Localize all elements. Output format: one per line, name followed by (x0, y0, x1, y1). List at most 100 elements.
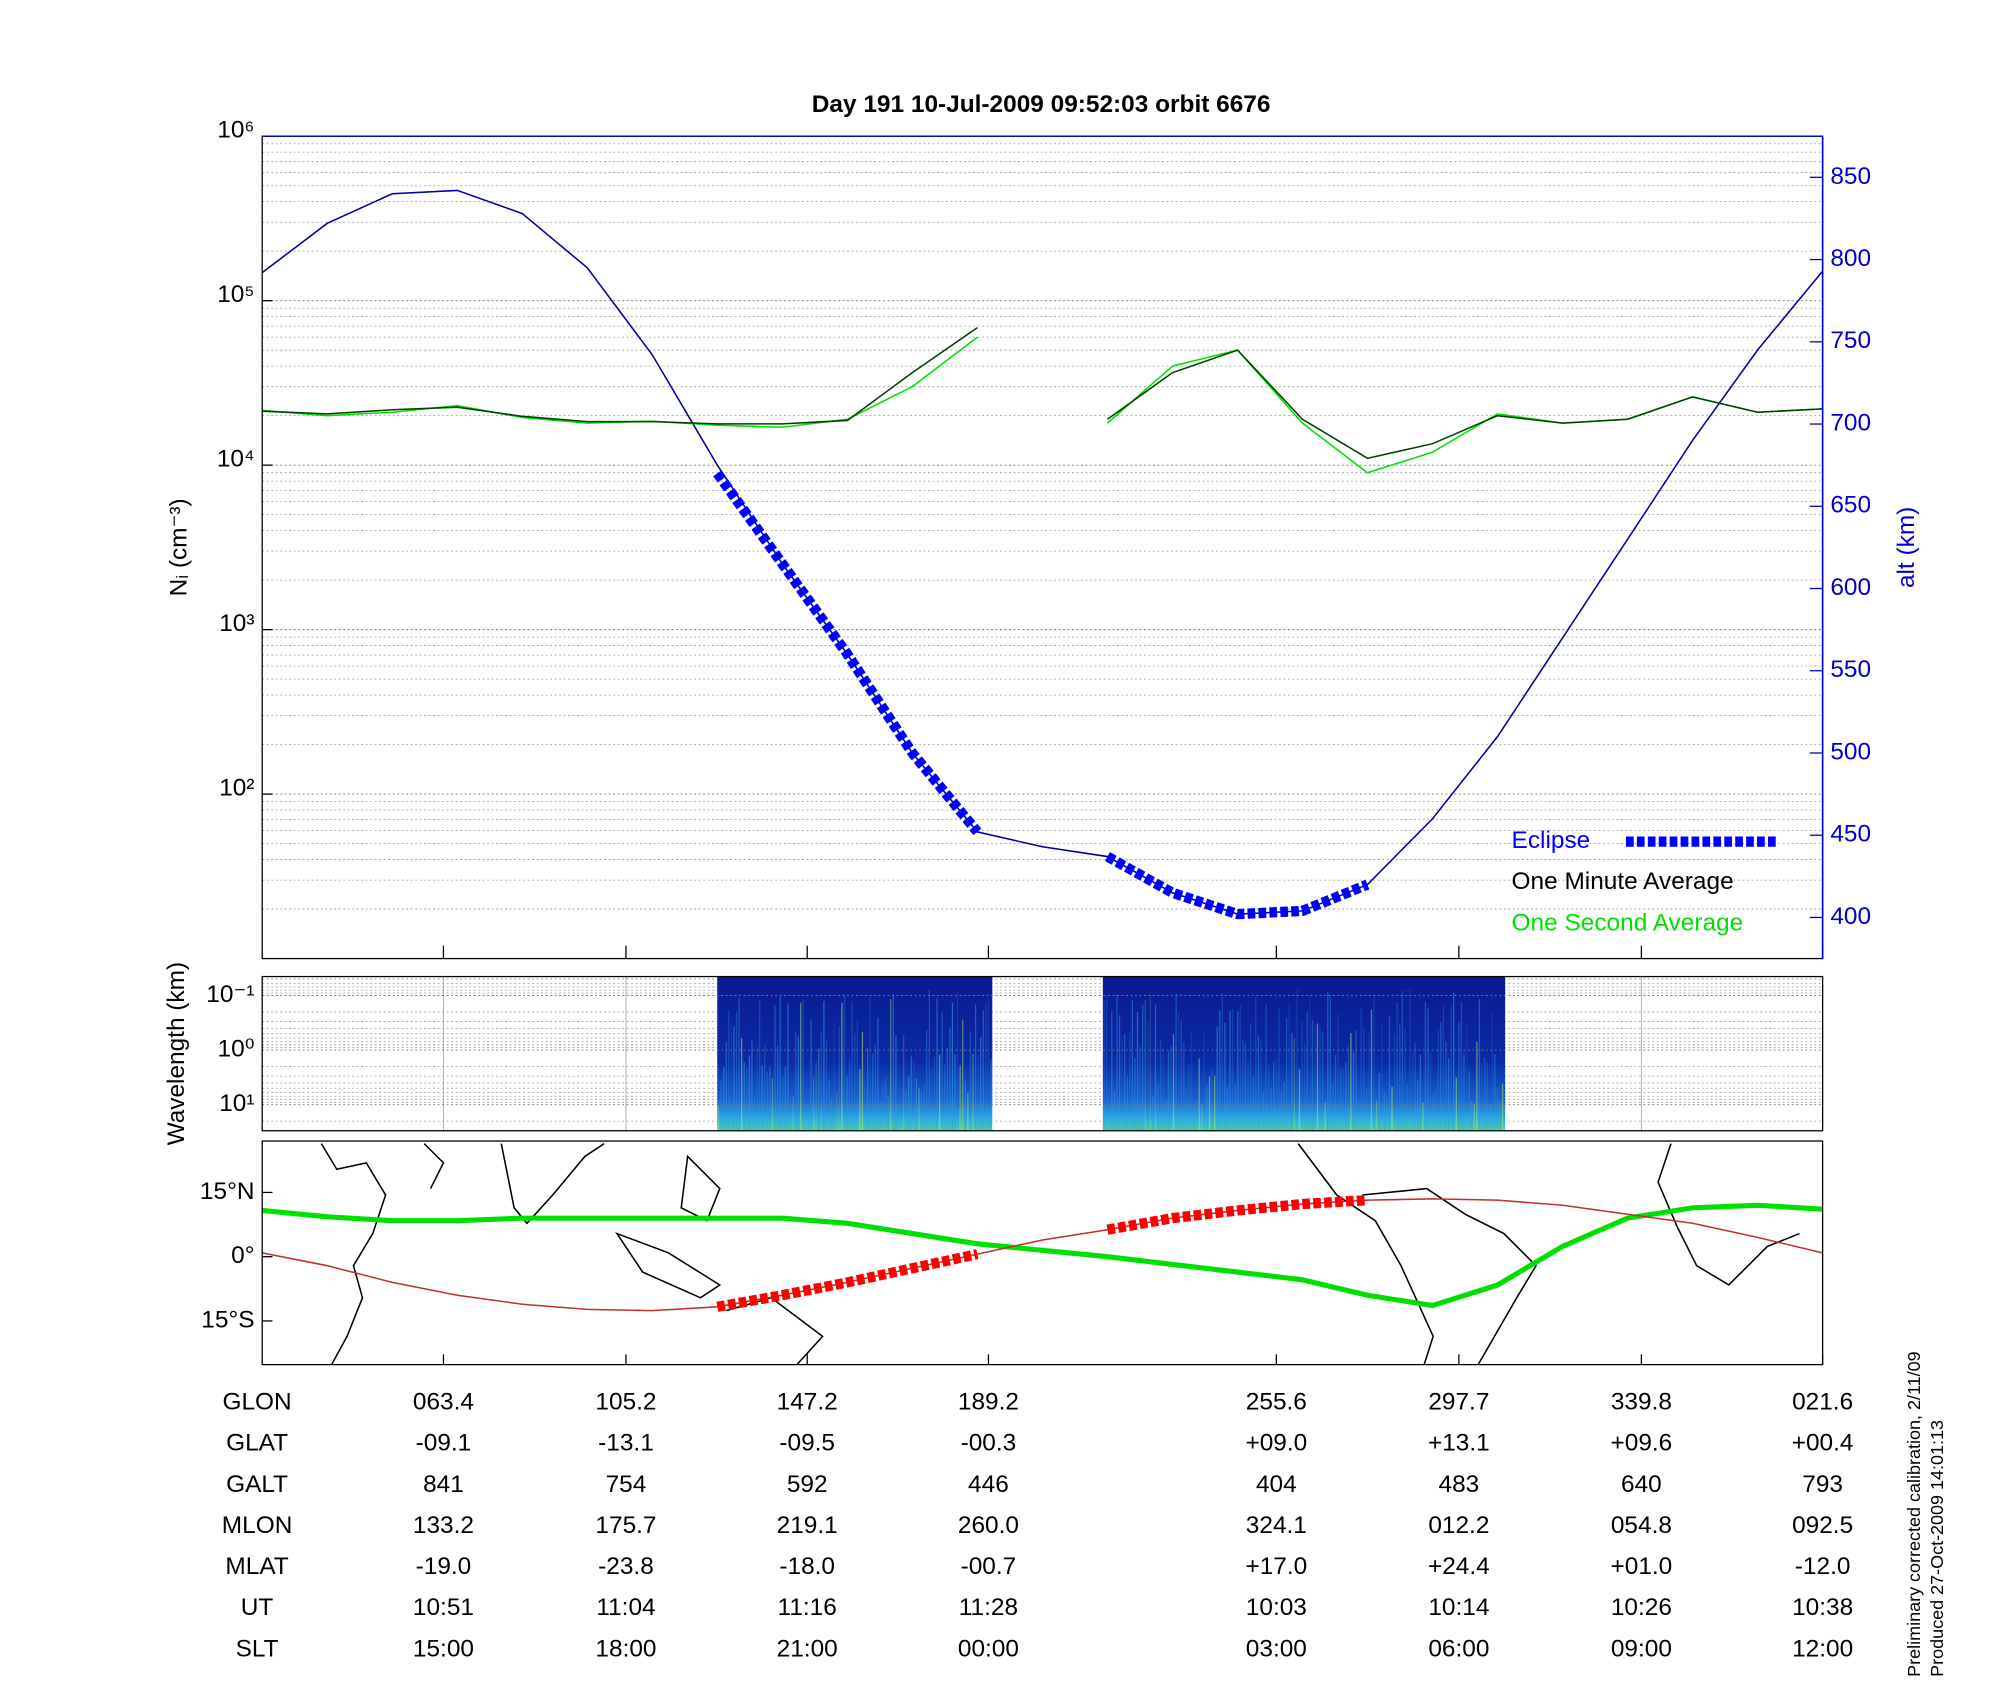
row-label: UT (241, 1594, 274, 1621)
y-tick-label: 10⁵ (217, 281, 254, 308)
row-label: GLON (222, 1389, 291, 1416)
y-axis-label: Nᵢ (cm⁻³) (165, 498, 192, 596)
row-label: MLON (222, 1512, 293, 1539)
y-tick-label: 10⁶ (217, 117, 254, 144)
chart-title: Day 191 10-Jul-2009 09:52:03 orbit 6676 (812, 91, 1271, 118)
row-label: SLT (236, 1635, 279, 1662)
table-cell: 12:00 (1792, 1635, 1853, 1662)
coastline (500, 1142, 605, 1225)
line-series (716, 1195, 1368, 1312)
line-series (262, 327, 1823, 460)
coastline (1297, 1143, 1434, 1365)
table-cell: 10:14 (1428, 1594, 1489, 1621)
table-cell: 255.6 (1246, 1389, 1307, 1416)
line-series (261, 189, 1824, 915)
y-tick-label: 10⁰ (218, 1036, 255, 1063)
table-cell: 10:38 (1792, 1594, 1853, 1621)
table-cell: +17.0 (1245, 1553, 1307, 1580)
table-cell: 339.8 (1611, 1389, 1672, 1416)
table-cell: -13.1 (598, 1430, 654, 1457)
coastline (614, 1231, 722, 1299)
footnote: Produced 27-Oct-2009 14:01:13 (1927, 1420, 1947, 1677)
y2-tick-label: 850 (1830, 163, 1871, 190)
table-cell: 260.0 (958, 1512, 1019, 1539)
table-cell: 054.8 (1611, 1512, 1672, 1539)
line-series (262, 1198, 1823, 1312)
coastline (1362, 1187, 1537, 1366)
table-cell: 15:00 (413, 1635, 474, 1662)
row-label: GALT (226, 1471, 288, 1498)
table-cell: 446 (968, 1471, 1009, 1498)
table-cell: 03:00 (1246, 1635, 1307, 1662)
table-cell: 012.2 (1428, 1512, 1489, 1539)
y-tick-label: 15°S (201, 1306, 254, 1333)
table-cell: 189.2 (958, 1389, 1019, 1416)
table-cell: 09:00 (1611, 1635, 1672, 1662)
y-tick-label: 15°N (200, 1178, 255, 1205)
legend-label: One Minute Average (1512, 868, 1734, 895)
table-cell: 324.1 (1246, 1512, 1307, 1539)
table-cell: 10:51 (413, 1594, 474, 1621)
y-tick-label: 10⁻¹ (206, 981, 254, 1008)
footnote: Preliminary corrected calibration, 2/11/… (1904, 1351, 1924, 1676)
coastline (423, 1143, 445, 1189)
y-tick-label: 10¹ (219, 1090, 254, 1117)
y2-tick-label: 400 (1830, 903, 1871, 930)
plot-frame (261, 975, 1824, 1132)
table-cell: -00.7 (961, 1553, 1017, 1580)
table-cell: 11:16 (778, 1594, 837, 1621)
plot-frame (261, 1140, 1824, 1366)
y2-axis-label: alt (km) (1893, 507, 1920, 588)
table-cell: +01.0 (1611, 1553, 1673, 1580)
table-cell: -19.0 (416, 1553, 472, 1580)
table-cell: 18:00 (595, 1635, 656, 1662)
table-cell: -18.0 (779, 1553, 835, 1580)
y2-tick-label: 800 (1830, 245, 1871, 272)
table-cell: -09.5 (779, 1430, 835, 1457)
table-cell: 175.7 (595, 1512, 656, 1539)
table-cell: 11:04 (596, 1594, 655, 1621)
table-cell: 147.2 (777, 1389, 838, 1416)
y2-tick-label: 600 (1830, 574, 1871, 601)
y-axis-label: Wavelength (km) (163, 962, 190, 1146)
coastline (320, 1143, 387, 1365)
y2-tick-label: 750 (1830, 327, 1871, 354)
line-series (713, 470, 1370, 920)
y2-tick-label: 700 (1830, 409, 1871, 436)
table-cell: 133.2 (413, 1512, 474, 1539)
table-cell: 404 (1256, 1471, 1297, 1498)
table-cell: 592 (787, 1471, 828, 1498)
table-cell: 21:00 (777, 1635, 838, 1662)
table-cell: -12.0 (1795, 1553, 1851, 1580)
table-cell: 297.7 (1428, 1389, 1489, 1416)
legend-label: Eclipse (1512, 827, 1591, 854)
table-cell: -23.8 (598, 1553, 654, 1580)
coastline (1657, 1143, 1800, 1286)
y-tick-label: 10² (219, 774, 254, 801)
y2-tick-label: 500 (1830, 738, 1871, 765)
table-cell: 092.5 (1792, 1512, 1853, 1539)
table-cell: 640 (1621, 1471, 1662, 1498)
table-cell: 00:00 (958, 1635, 1019, 1662)
y2-tick-label: 550 (1830, 656, 1871, 683)
table-cell: 793 (1802, 1471, 1843, 1498)
table-cell: +00.4 (1792, 1430, 1854, 1457)
legend-label: One Second Average (1512, 909, 1744, 936)
line-series (261, 1202, 1823, 1309)
table-cell: 11:28 (959, 1594, 1018, 1621)
table-cell: 10:26 (1611, 1594, 1672, 1621)
row-label: GLAT (226, 1430, 288, 1457)
table-cell: 483 (1438, 1471, 1479, 1498)
table-cell: 10:03 (1246, 1594, 1307, 1621)
y2-tick-label: 650 (1830, 492, 1871, 519)
table-cell: -09.1 (416, 1430, 472, 1457)
y2-tick-label: 450 (1830, 821, 1871, 848)
table-cell: +09.6 (1611, 1430, 1673, 1457)
coastline (726, 1296, 824, 1366)
y-tick-label: 10³ (219, 610, 254, 637)
y-tick-label: 0° (231, 1242, 254, 1269)
row-label: MLAT (225, 1553, 288, 1580)
